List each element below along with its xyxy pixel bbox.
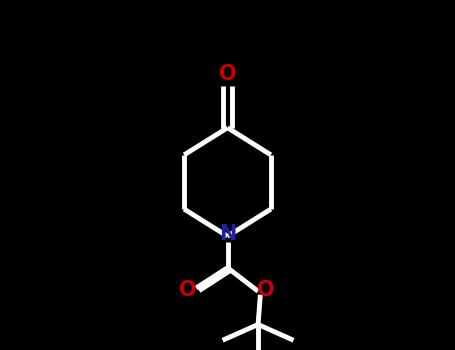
Text: N: N bbox=[219, 224, 236, 245]
Text: O: O bbox=[179, 280, 197, 300]
Text: O: O bbox=[258, 280, 275, 300]
Text: O: O bbox=[219, 64, 236, 84]
